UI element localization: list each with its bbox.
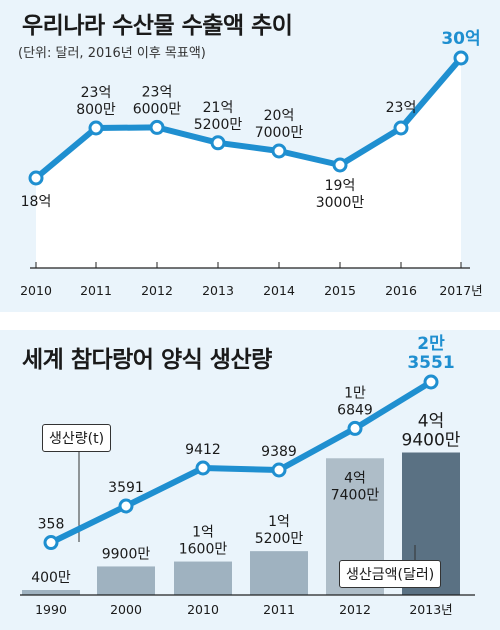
chart2-x-tick-label: 2011 bbox=[263, 602, 295, 617]
chart2-x-tick-label: 2012 bbox=[339, 602, 371, 617]
chart1-point bbox=[88, 120, 104, 136]
chart1-data-label: 20억 7000만 bbox=[255, 108, 304, 141]
chart1-subtitle: (단위: 달러, 2016년 이후 목표액) bbox=[18, 46, 206, 61]
chart1-x-tick-label: 2012 bbox=[141, 283, 173, 298]
chart2-bar-label: 9900만 bbox=[102, 546, 151, 562]
chart2-x-tick-label: 1990 bbox=[35, 602, 67, 617]
chart1-point bbox=[149, 119, 165, 135]
chart1-data-label: 23억 6000만 bbox=[133, 84, 182, 117]
chart1-point bbox=[453, 50, 469, 66]
chart2-point bbox=[118, 498, 134, 514]
chart1-plot: 2010 2011 2012 2013 2014 2015 2016 2017년 18억 23억 8… bbox=[20, 29, 483, 298]
chart1-data-label: 21억 5200만 bbox=[194, 100, 243, 133]
chart2-point bbox=[195, 460, 211, 476]
chart1-data-label: 18억 bbox=[21, 194, 52, 210]
chart1-data-label: 23억 bbox=[386, 100, 417, 116]
chart2-bar-label: 400만 bbox=[31, 570, 71, 586]
chart1-point bbox=[393, 120, 409, 136]
chart2-bar-label: 1억 1600만 bbox=[179, 525, 228, 558]
chart1-data-label: 23억 800만 bbox=[76, 85, 116, 118]
chart2-x-tick-label: 2010 bbox=[187, 602, 219, 617]
chart1-series-line bbox=[34, 56, 464, 181]
legend-production: 생산량(t) bbox=[42, 424, 112, 452]
legend-value: 생산금액(달러) bbox=[339, 560, 442, 588]
chart2-bar bbox=[250, 551, 308, 595]
chart2-point bbox=[347, 420, 363, 436]
chart2-x-tick-label: 2013년 bbox=[409, 602, 452, 617]
chart2-series-line bbox=[49, 379, 433, 546]
chart2-bar-label: 1억 5200만 bbox=[255, 514, 304, 547]
chart2-data-label: 9389 bbox=[261, 444, 297, 460]
chart2-data-label: 358 bbox=[38, 517, 65, 533]
chart2-bar bbox=[97, 566, 155, 595]
chart1-x-tick-label: 2013 bbox=[202, 283, 234, 298]
chart2-bar-label: 4억 7400만 bbox=[331, 470, 380, 503]
chart2-bar bbox=[174, 561, 232, 595]
chart2-data-label: 9412 bbox=[185, 442, 221, 458]
chart2-point bbox=[43, 535, 59, 551]
chart1-x-tick-label: 2010 bbox=[20, 283, 52, 298]
chart1-data-label: 19억 3000만 bbox=[316, 178, 365, 211]
chart2-point bbox=[423, 374, 439, 390]
chart2-title: 세계 참다랑어 양식 생산량 bbox=[22, 347, 272, 373]
chart1-data-label: 30억 bbox=[441, 29, 480, 49]
chart2-data-label: 2만 3551 bbox=[407, 334, 454, 373]
chart1-x-tick-label: 2015 bbox=[324, 283, 356, 298]
chart2-bar-label: 4억 9400만 bbox=[402, 412, 461, 451]
chart1-title: 우리나라 수산물 수출액 추이 bbox=[22, 13, 293, 39]
chart1-x-tick-label: 2017년 bbox=[439, 283, 482, 298]
chart1-point bbox=[332, 157, 348, 173]
chart1-point bbox=[210, 135, 226, 151]
chart1-area bbox=[36, 58, 461, 268]
chart2-bar bbox=[22, 590, 80, 595]
chart2-data-label: 3591 bbox=[108, 480, 144, 496]
chart1-x-tick-label: 2011 bbox=[80, 283, 112, 298]
chart1-x-tick-label: 2016 bbox=[385, 283, 417, 298]
chart1-x-tick-label: 2014 bbox=[263, 283, 295, 298]
chart1-point bbox=[271, 143, 287, 159]
chart2-data-label: 1만 6849 bbox=[337, 385, 373, 418]
chart2-point bbox=[271, 462, 287, 478]
chart2-x-tick-label: 2000 bbox=[110, 602, 142, 617]
chart1-point bbox=[28, 170, 44, 186]
